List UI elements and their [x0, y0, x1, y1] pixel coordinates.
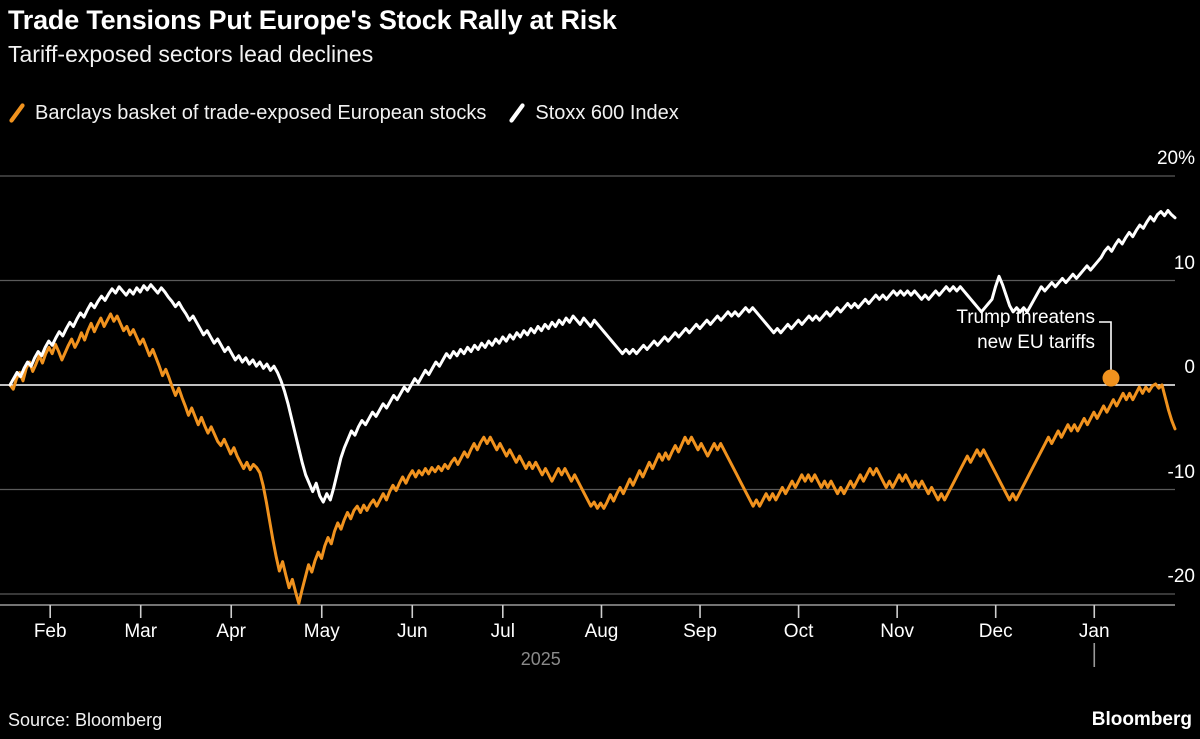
annotation-line-2: new EU tariffs: [977, 332, 1095, 353]
chart-legend: Barclays basket of trade-exposed Europea…: [8, 96, 679, 130]
x-axis-label-may: May: [303, 621, 340, 642]
slash-icon: [508, 102, 526, 124]
legend-label-barclays: Barclays basket of trade-exposed Europea…: [35, 102, 487, 124]
x-axis-label-aug: Aug: [584, 621, 619, 642]
source-note: Source: Bloomberg: [8, 710, 163, 730]
x-axis-year-label: 2025: [520, 649, 561, 669]
y-axis-label-20: 20%: [1156, 148, 1195, 169]
x-axis-label-nov: Nov: [880, 621, 915, 642]
x-axis-label-dec: Dec: [978, 621, 1013, 642]
x-axis-label-apr: Apr: [216, 621, 247, 642]
y-axis-label-neg10: -10: [1167, 461, 1195, 483]
annotation-leader-line: [1099, 321, 1112, 370]
series-line-stoxx: [8, 208, 1177, 504]
x-axis-label-feb: Feb: [33, 621, 67, 642]
x-axis-label-jul: Jul: [490, 621, 515, 642]
legend-item-stoxx[interactable]: Stoxx 600 Index: [508, 102, 679, 124]
x-axis-label-oct: Oct: [783, 621, 814, 642]
annotation-line-1: Trump threatens: [956, 307, 1095, 328]
chart-annotation: Trump threatens new EU tariffs: [880, 305, 1095, 355]
series-line-barclays: [8, 312, 1177, 605]
slash-icon: [8, 102, 26, 124]
x-axis-label-jan: Jan: [1078, 621, 1110, 642]
legend-label-stoxx: Stoxx 600 Index: [535, 102, 679, 124]
y-axis-label-neg20: -20: [1167, 566, 1195, 587]
legend-item-barclays[interactable]: Barclays basket of trade-exposed Europea…: [8, 102, 486, 124]
x-axis-label-mar: Mar: [124, 621, 158, 642]
y-axis-label-0: 0: [1184, 357, 1195, 378]
page-title: Trade Tensions Put Europe's Stock Rally …: [8, 5, 617, 35]
page-subtitle: Tariff-exposed sectors lead declines: [8, 41, 374, 67]
x-axis-label-sep: Sep: [683, 621, 717, 642]
bloomberg-brand: Bloomberg: [1091, 709, 1192, 730]
y-axis-label-10: 10: [1173, 252, 1195, 274]
annotation-point-marker: [1102, 369, 1120, 387]
x-axis-label-jun: Jun: [396, 621, 428, 642]
